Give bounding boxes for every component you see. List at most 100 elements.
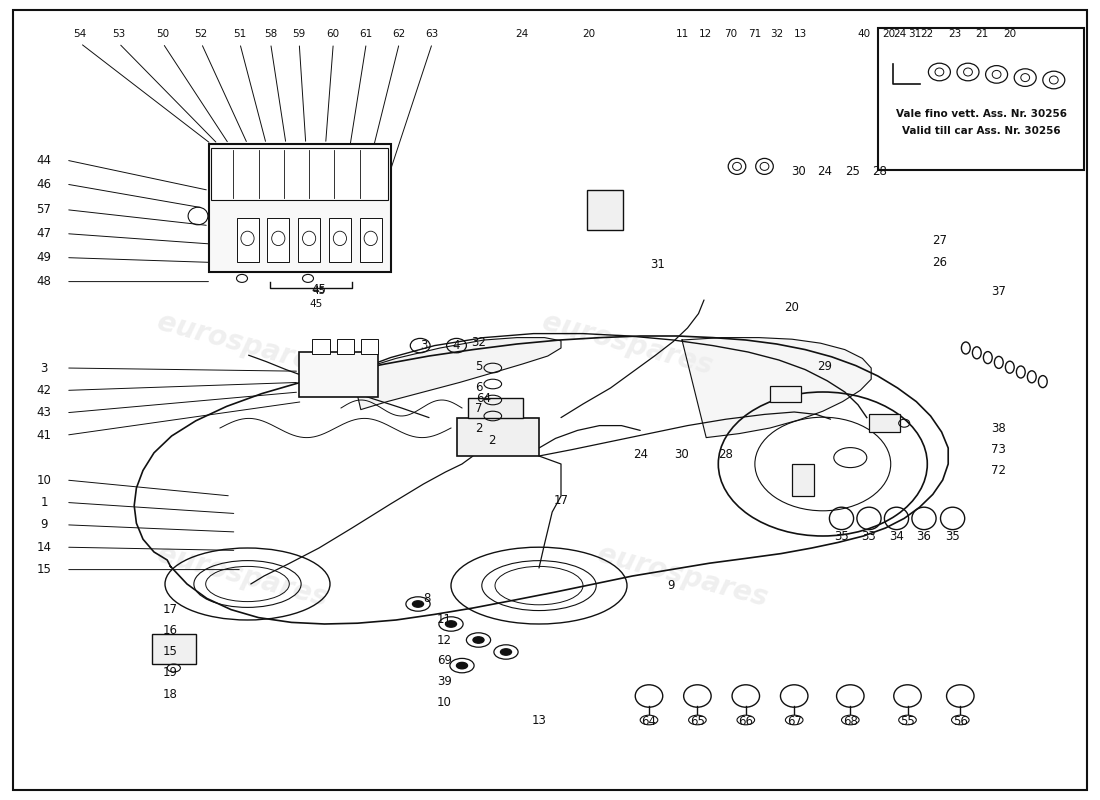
Text: eurospares: eurospares <box>594 540 770 612</box>
Bar <box>209 144 390 272</box>
Text: 28: 28 <box>872 165 888 178</box>
Text: 9: 9 <box>41 518 47 531</box>
Text: 57: 57 <box>36 203 52 216</box>
Text: 24: 24 <box>632 448 648 461</box>
Text: 61: 61 <box>360 29 373 38</box>
Text: 3: 3 <box>41 362 47 374</box>
Ellipse shape <box>446 621 456 627</box>
Text: 20: 20 <box>582 29 595 38</box>
Text: 31: 31 <box>650 258 666 270</box>
Text: 45: 45 <box>311 283 327 296</box>
Text: 64: 64 <box>476 392 492 405</box>
Text: 62: 62 <box>393 29 406 38</box>
Text: 16: 16 <box>163 624 178 637</box>
Text: 42: 42 <box>36 384 52 397</box>
Bar <box>299 352 378 397</box>
Text: 15: 15 <box>36 563 52 576</box>
Text: Vale fino vett. Ass. Nr. 30256: Vale fino vett. Ass. Nr. 30256 <box>895 109 1067 118</box>
Text: 7: 7 <box>475 402 482 414</box>
Text: 45: 45 <box>309 299 323 309</box>
Text: 58: 58 <box>264 29 277 38</box>
Text: 38: 38 <box>991 422 1006 435</box>
Text: 14: 14 <box>36 541 52 554</box>
Text: 50: 50 <box>156 29 169 38</box>
Text: 11: 11 <box>437 613 452 626</box>
Text: 13: 13 <box>794 29 807 38</box>
Bar <box>236 218 258 262</box>
Text: 63: 63 <box>426 29 439 38</box>
Text: 19: 19 <box>163 666 178 678</box>
Text: 66: 66 <box>738 715 754 728</box>
Text: 40: 40 <box>857 29 870 38</box>
Polygon shape <box>682 338 871 438</box>
Text: 24: 24 <box>893 29 906 38</box>
Text: 3: 3 <box>420 339 427 352</box>
Text: 32: 32 <box>770 29 783 38</box>
Text: 9: 9 <box>668 579 674 592</box>
Text: 68: 68 <box>843 715 858 728</box>
Text: 54: 54 <box>74 29 87 38</box>
Text: 67: 67 <box>786 715 802 728</box>
Bar <box>298 218 320 262</box>
Text: 21: 21 <box>976 29 989 38</box>
Bar <box>152 634 196 664</box>
Text: 73: 73 <box>991 443 1006 456</box>
Text: 30: 30 <box>791 165 806 178</box>
Text: 20: 20 <box>882 29 895 38</box>
Ellipse shape <box>412 601 424 607</box>
Text: 53: 53 <box>112 29 125 38</box>
Text: 15: 15 <box>163 645 178 658</box>
Text: 8: 8 <box>424 592 430 605</box>
Text: 35: 35 <box>834 530 849 542</box>
Text: 33: 33 <box>861 530 877 542</box>
Text: 11: 11 <box>675 29 689 38</box>
Bar <box>468 398 522 418</box>
Text: 60: 60 <box>327 29 340 38</box>
Text: 24: 24 <box>817 165 833 178</box>
Text: 34: 34 <box>889 530 904 542</box>
Bar <box>869 414 900 432</box>
Text: 41: 41 <box>36 429 52 442</box>
Text: eurospares: eurospares <box>539 308 715 380</box>
Text: 10: 10 <box>437 696 452 709</box>
Text: 72: 72 <box>991 464 1006 477</box>
Text: 10: 10 <box>36 474 52 486</box>
Text: 17: 17 <box>553 494 569 507</box>
Text: 39: 39 <box>437 675 452 688</box>
Polygon shape <box>352 338 561 410</box>
Text: 37: 37 <box>991 285 1006 298</box>
Text: 18: 18 <box>163 688 178 701</box>
Bar <box>770 386 801 402</box>
Text: 59: 59 <box>293 29 306 38</box>
Bar <box>361 339 378 354</box>
Bar <box>360 218 382 262</box>
Text: 26: 26 <box>932 256 947 269</box>
Text: Valid till car Ass. Nr. 30256: Valid till car Ass. Nr. 30256 <box>902 126 1060 136</box>
Text: 49: 49 <box>36 251 52 264</box>
Text: 56: 56 <box>953 715 968 728</box>
Text: 65: 65 <box>690 715 705 728</box>
Bar <box>211 148 388 200</box>
Text: 70: 70 <box>724 29 737 38</box>
Text: 69: 69 <box>437 654 452 667</box>
Ellipse shape <box>473 637 484 643</box>
Text: 44: 44 <box>36 154 52 166</box>
Text: eurospares: eurospares <box>154 308 330 380</box>
Text: 29: 29 <box>817 360 833 373</box>
Text: 45: 45 <box>312 286 326 296</box>
Text: 47: 47 <box>36 227 52 240</box>
Ellipse shape <box>500 649 512 655</box>
Text: 22: 22 <box>921 29 934 38</box>
Text: 28: 28 <box>718 448 734 461</box>
Text: 24: 24 <box>515 29 528 38</box>
Text: 35: 35 <box>945 530 960 542</box>
Text: 52: 52 <box>195 29 208 38</box>
Text: 36: 36 <box>916 530 932 542</box>
Text: eurospares: eurospares <box>154 540 330 612</box>
Text: 2: 2 <box>488 434 495 446</box>
Text: 23: 23 <box>948 29 961 38</box>
Text: 20: 20 <box>1003 29 1016 38</box>
Text: 25: 25 <box>845 165 860 178</box>
Bar <box>792 464 814 496</box>
Text: 31: 31 <box>909 29 922 38</box>
